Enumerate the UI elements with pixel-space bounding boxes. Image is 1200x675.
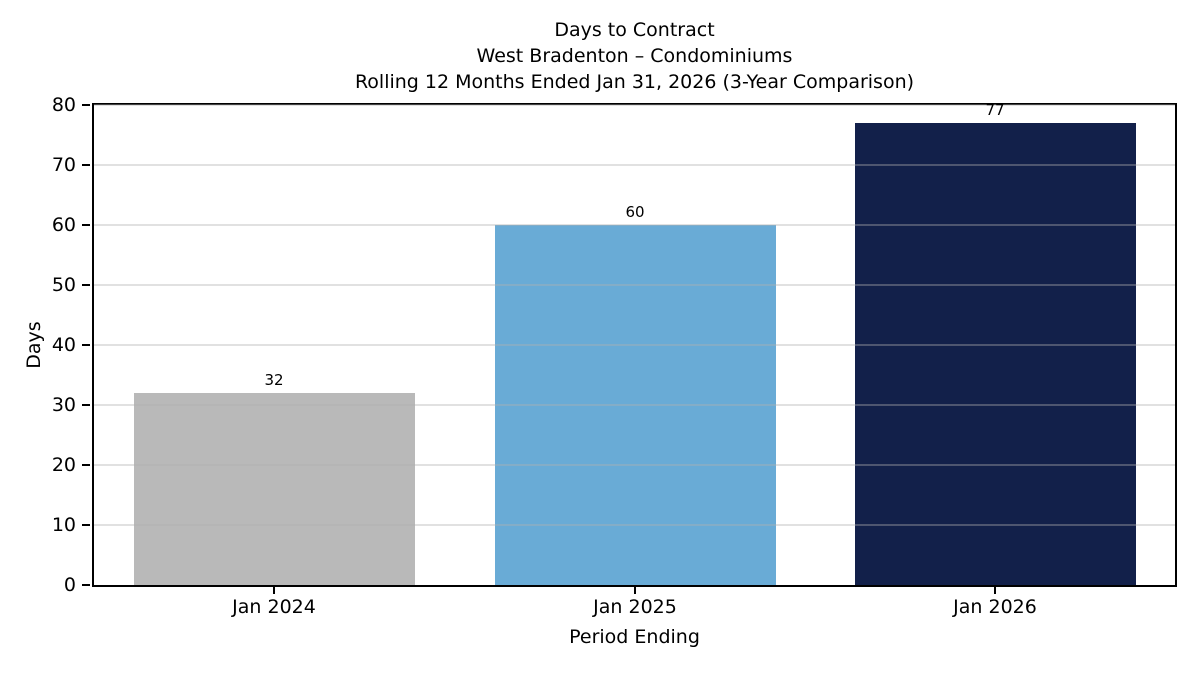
y-tick-label: 70	[51, 154, 76, 176]
chart-subtitle-period: Rolling 12 Months Ended Jan 31, 2026 (3-…	[354, 71, 915, 93]
gridline-70	[94, 164, 1175, 166]
x-axis-label: Period Ending	[569, 626, 700, 648]
x-tick-label: Jan 2024	[232, 596, 316, 618]
gridline-10	[94, 524, 1175, 526]
x-tick-label: Jan 2026	[953, 596, 1037, 618]
y-tick-label: 50	[51, 274, 76, 296]
gridline-80	[94, 104, 1175, 106]
bar-jan-2026	[854, 123, 1136, 585]
gridline-60	[94, 224, 1175, 226]
y-tick-label: 0	[63, 574, 76, 596]
bar-jan-2024	[133, 393, 415, 585]
x-tick-mark	[994, 587, 996, 594]
gridline-40	[94, 344, 1175, 346]
gridline-20	[94, 464, 1175, 466]
y-tick-label: 60	[51, 214, 76, 236]
bar-value-label: 60	[625, 203, 645, 221]
plot-area: 32 60 77	[92, 101, 1177, 587]
chart-subtitle-market: West Bradenton – Condominiums	[476, 45, 793, 67]
y-tick-mark	[82, 224, 90, 226]
y-tick-mark	[82, 104, 90, 106]
y-tick-label: 20	[51, 454, 76, 476]
y-tick-mark	[82, 404, 90, 406]
y-tick-label: 80	[51, 94, 76, 116]
bar-value-label: 32	[264, 371, 284, 389]
x-tick-mark	[273, 587, 275, 594]
gridline-50	[94, 284, 1175, 286]
y-tick-label: 30	[51, 394, 76, 416]
gridline-30	[94, 404, 1175, 406]
y-tick-mark	[82, 284, 90, 286]
bar-value-label: 77	[985, 101, 1005, 119]
bar-jan-2025	[494, 225, 776, 585]
y-tick-label: 10	[51, 514, 76, 536]
x-tick-label: Jan 2025	[593, 596, 677, 618]
y-tick-mark	[82, 164, 90, 166]
y-tick-mark	[82, 584, 90, 586]
y-tick-label: 40	[51, 334, 76, 356]
y-tick-mark	[82, 464, 90, 466]
chart-title: Days to Contract	[554, 19, 715, 41]
x-tick-mark	[634, 587, 636, 594]
y-tick-mark	[82, 344, 90, 346]
y-tick-mark	[82, 524, 90, 526]
chart-title-block: Days to Contract West Bradenton – Condom…	[92, 17, 1177, 95]
